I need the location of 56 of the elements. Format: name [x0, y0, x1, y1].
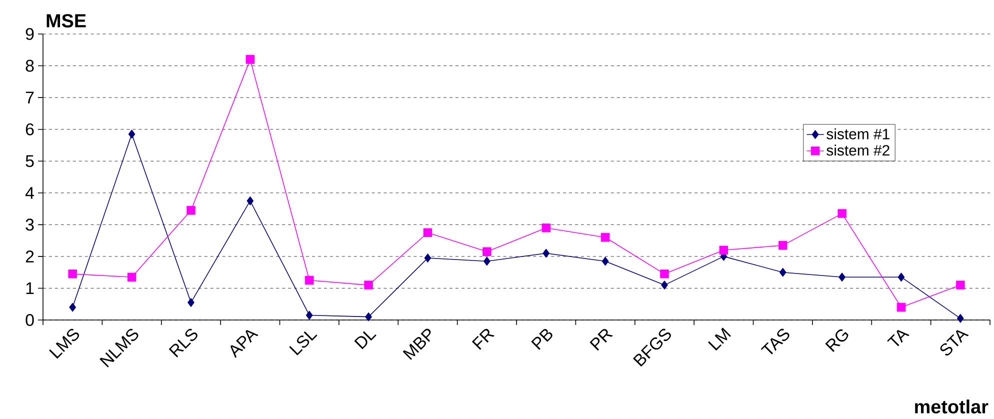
point [600, 232, 610, 242]
x-tick-label: RG [825, 329, 848, 352]
y-axis-title: MSE [46, 14, 86, 28]
point [128, 130, 136, 138]
x-tick-label: FR [472, 328, 495, 350]
y-tick-label: 6 [26, 123, 34, 136]
y-tick-label: 0 [26, 314, 34, 326]
point [484, 256, 490, 266]
x-tick-label: TA [887, 330, 910, 346]
point [779, 268, 786, 277]
y-tick-label: 9 [26, 28, 34, 40]
point [661, 280, 668, 290]
point [188, 298, 194, 307]
point [127, 272, 136, 282]
point [482, 247, 492, 256]
point [304, 276, 314, 285]
point [898, 272, 905, 282]
x-tick-label: TAS [760, 328, 790, 354]
point [423, 228, 432, 237]
point [542, 248, 550, 258]
y-tick-label: 1 [26, 282, 34, 294]
point [602, 256, 609, 266]
x-tick-label: APA [230, 330, 258, 358]
point [660, 270, 669, 278]
y-tick-label: 3 [26, 218, 34, 231]
legend-label: sistem #2 [826, 144, 890, 156]
y-tick-label: 8 [26, 60, 34, 72]
point [542, 223, 550, 232]
point [956, 280, 965, 290]
point [838, 272, 846, 282]
point [306, 310, 313, 320]
x-tick-label: PB [531, 328, 552, 350]
x-tick-label: LSL [289, 331, 318, 356]
point [365, 312, 372, 322]
point [896, 302, 906, 312]
legend-label: sistem #1 [826, 128, 890, 140]
y-tick-label: 2 [26, 250, 34, 262]
point [69, 302, 76, 312]
x-tick-label: DL [354, 331, 376, 350]
y-tick-label: 4 [25, 187, 34, 199]
point [778, 240, 788, 250]
point [246, 55, 255, 64]
y-tick-label: 5 [26, 155, 34, 168]
x-axis-title: metotlar [915, 400, 988, 414]
x-tick-label: LM [708, 328, 731, 351]
x-tick-label: PR [590, 328, 613, 351]
point [68, 270, 77, 278]
point [364, 280, 373, 290]
point [838, 209, 846, 218]
point [246, 196, 254, 206]
point [957, 314, 964, 323]
point [719, 246, 728, 254]
point [186, 206, 196, 215]
y-tick-label: 7 [26, 92, 34, 104]
x-tick-label: STA [940, 330, 969, 356]
point [424, 254, 432, 262]
